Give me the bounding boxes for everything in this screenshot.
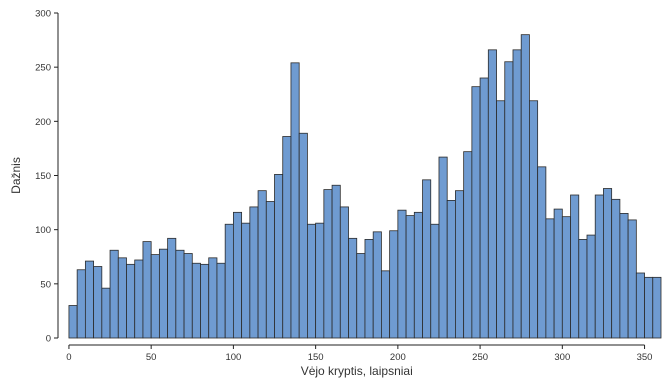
- x-axis-title: Vėjo kryptis, laipsniai: [301, 364, 413, 378]
- histogram-bar: [471, 86, 481, 339]
- histogram-bar: [101, 287, 111, 339]
- histogram-bar: [364, 239, 374, 339]
- histogram-bar: [413, 211, 423, 339]
- histogram-bar: [109, 249, 119, 339]
- histogram-bar: [487, 49, 497, 339]
- histogram-bar: [644, 276, 654, 339]
- histogram-bar: [578, 239, 588, 339]
- y-tick-label: 150: [35, 171, 51, 182]
- histogram-bar: [76, 269, 86, 339]
- histogram-bar: [68, 305, 78, 339]
- histogram-bar: [200, 263, 210, 339]
- y-tick-label: 0: [46, 334, 51, 345]
- histogram-bar: [446, 200, 456, 339]
- histogram-bar: [381, 270, 391, 339]
- histogram-bar: [290, 62, 300, 339]
- histogram-bar: [496, 100, 506, 339]
- histogram-bar: [529, 100, 539, 339]
- histogram-bar: [397, 209, 407, 339]
- histogram-bar: [545, 218, 555, 339]
- histogram-bar: [422, 179, 432, 339]
- y-tick-label: 300: [35, 9, 51, 20]
- histogram-bar: [372, 231, 382, 339]
- histogram-bar: [356, 253, 366, 339]
- histogram-bar: [126, 263, 136, 339]
- histogram-bar: [315, 222, 325, 339]
- histogram-bar: [158, 248, 169, 339]
- histogram-bar: [405, 215, 415, 339]
- histogram-bar: [348, 237, 358, 339]
- histogram-bar: [84, 260, 95, 339]
- histogram-bar: [594, 194, 604, 339]
- histogram-bar: [389, 230, 399, 339]
- histogram-bar: [167, 237, 177, 339]
- x-tick-label: 100: [225, 352, 241, 363]
- histogram-bar: [512, 49, 522, 339]
- x-tick-label: 250: [472, 352, 488, 363]
- y-axis-title: Dažnis: [9, 157, 23, 194]
- histogram-bar: [298, 132, 308, 339]
- histogram-bar: [553, 208, 563, 339]
- histogram-bar: [520, 34, 530, 339]
- histogram-bar: [224, 223, 234, 339]
- histogram-bar: [307, 223, 317, 339]
- histogram-bar: [150, 254, 160, 339]
- histogram-bar: [249, 206, 259, 339]
- y-tick-label: 50: [40, 279, 51, 290]
- y-tick-label: 250: [35, 63, 51, 74]
- histogram-bar: [175, 249, 185, 339]
- histogram-bar: [619, 213, 629, 339]
- x-tick-label: 150: [308, 352, 324, 363]
- histogram-bar: [339, 206, 349, 339]
- histogram-bar: [208, 257, 218, 339]
- x-tick-label: 50: [146, 352, 157, 363]
- y-tick-label: 100: [35, 225, 51, 236]
- x-tick-label: 200: [390, 352, 406, 363]
- histogram-bar: [430, 223, 440, 339]
- histogram-bar: [455, 190, 465, 339]
- axes-layer: 0 50 100 150 200 250 300 0 50 100 150 200 250 300 350: [35, 9, 652, 364]
- histogram-bar: [537, 166, 547, 339]
- histogram-bar: [257, 190, 267, 339]
- histogram-bar: [134, 259, 144, 339]
- histogram-bar: [635, 272, 645, 339]
- histogram-bar: [183, 253, 193, 339]
- histogram-bar: [463, 151, 473, 339]
- histogram-bar: [438, 156, 448, 339]
- histogram-bar: [274, 174, 284, 339]
- histogram-bar: [216, 262, 226, 339]
- histogram-bar: [93, 266, 103, 339]
- histogram-bar: [117, 257, 127, 339]
- x-tick-label: 0: [66, 352, 71, 363]
- x-tick-label: 350: [637, 352, 653, 363]
- histogram-bar: [241, 222, 251, 339]
- histogram-bar: [611, 198, 621, 339]
- histogram-bar: [603, 188, 613, 339]
- histogram-bar: [570, 194, 580, 339]
- x-tick-label: 300: [554, 352, 570, 363]
- histogram-bar: [652, 276, 662, 339]
- histogram-bar: [561, 216, 571, 339]
- histogram-bar: [232, 211, 243, 339]
- histogram-bar: [191, 262, 201, 339]
- histogram-bar: [282, 136, 292, 339]
- histogram-bar: [627, 219, 637, 339]
- bars-layer: [68, 34, 662, 339]
- histogram-bar: [323, 189, 333, 339]
- y-tick-label: 200: [35, 117, 51, 128]
- histogram-bar: [504, 61, 514, 339]
- histogram-bar: [331, 184, 341, 339]
- histogram-bar: [586, 234, 596, 339]
- histogram-bar: [265, 201, 275, 339]
- histogram-bar: [479, 77, 489, 339]
- histogram-bar: [142, 241, 152, 339]
